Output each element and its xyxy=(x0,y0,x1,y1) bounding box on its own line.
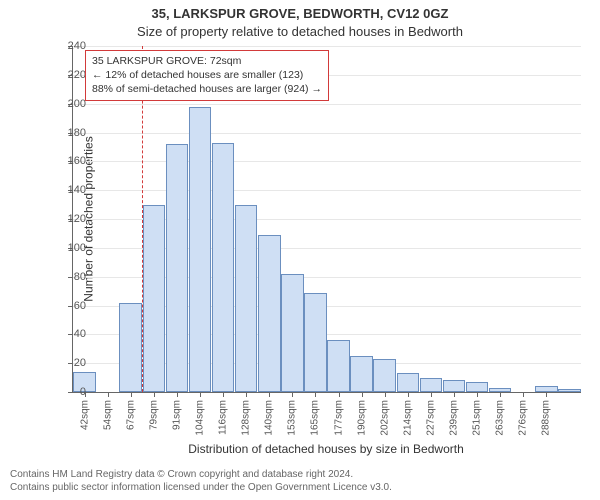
xtick-label: 153sqm xyxy=(287,400,298,436)
footer-line-1: Contains HM Land Registry data © Crown c… xyxy=(10,468,590,481)
ytick-label: 60 xyxy=(46,300,86,312)
xtick-mark xyxy=(131,392,132,397)
xtick-mark xyxy=(546,392,547,397)
ytick-label: 240 xyxy=(46,40,86,52)
gridline-h xyxy=(73,46,581,47)
histogram-bar xyxy=(350,356,373,392)
xtick-label: 276sqm xyxy=(518,400,529,436)
xtick-mark xyxy=(431,392,432,397)
xtick-mark xyxy=(408,392,409,397)
xtick-mark xyxy=(292,392,293,397)
histogram-bar xyxy=(143,205,166,392)
ytick-label: 0 xyxy=(46,386,86,398)
xtick-label: 79sqm xyxy=(148,400,159,430)
histogram-bar xyxy=(443,380,466,392)
xtick-mark xyxy=(154,392,155,397)
xtick-mark xyxy=(339,392,340,397)
histogram-plot: 35 LARKSPUR GROVE: 72sqm← 12% of detache… xyxy=(72,46,581,393)
xtick-mark xyxy=(200,392,201,397)
xtick-label: 202sqm xyxy=(379,400,390,436)
histogram-bar xyxy=(327,340,350,392)
ytick-label: 20 xyxy=(46,357,86,369)
histogram-bar xyxy=(304,293,327,392)
xtick-mark xyxy=(269,392,270,397)
xtick-mark xyxy=(315,392,316,397)
xtick-label: 214sqm xyxy=(402,400,413,436)
xtick-label: 165sqm xyxy=(310,400,321,436)
xtick-mark xyxy=(246,392,247,397)
gridline-h xyxy=(73,133,581,134)
xtick-label: 104sqm xyxy=(195,400,206,436)
annotation-box: 35 LARKSPUR GROVE: 72sqm← 12% of detache… xyxy=(85,50,329,101)
xtick-label: 54sqm xyxy=(102,400,113,430)
xtick-label: 42sqm xyxy=(79,400,90,430)
xtick-label: 91sqm xyxy=(171,400,182,430)
x-axis-label: Distribution of detached houses by size … xyxy=(72,442,580,456)
footer-attribution: Contains HM Land Registry data © Crown c… xyxy=(10,468,590,494)
xtick-label: 288sqm xyxy=(541,400,552,436)
ytick-label: 100 xyxy=(46,242,86,254)
xtick-mark xyxy=(500,392,501,397)
xtick-mark xyxy=(477,392,478,397)
histogram-bar xyxy=(373,359,396,392)
histogram-bar xyxy=(258,235,281,392)
xtick-mark xyxy=(223,392,224,397)
histogram-bar xyxy=(397,373,420,392)
histogram-bar xyxy=(166,144,189,392)
chart-title-address: 35, LARKSPUR GROVE, BEDWORTH, CV12 0GZ xyxy=(0,6,600,21)
xtick-mark xyxy=(177,392,178,397)
annotation-line: 88% of semi-detached houses are larger (… xyxy=(92,82,322,96)
annotation-line: ← 12% of detached houses are smaller (12… xyxy=(92,68,322,82)
histogram-bar xyxy=(189,107,212,392)
gridline-h xyxy=(73,104,581,105)
histogram-bar xyxy=(235,205,258,392)
ytick-label: 80 xyxy=(46,271,86,283)
annotation-line: 35 LARKSPUR GROVE: 72sqm xyxy=(92,54,322,68)
xtick-label: 239sqm xyxy=(449,400,460,436)
xtick-mark xyxy=(523,392,524,397)
histogram-bar xyxy=(466,382,489,392)
histogram-bar xyxy=(119,303,142,392)
xtick-label: 227sqm xyxy=(425,400,436,436)
ytick-label: 220 xyxy=(46,69,86,81)
xtick-label: 116sqm xyxy=(218,400,229,435)
gridline-h xyxy=(73,190,581,191)
histogram-bar xyxy=(420,378,443,392)
ytick-label: 180 xyxy=(46,127,86,139)
xtick-label: 67sqm xyxy=(125,400,136,430)
ytick-label: 120 xyxy=(46,213,86,225)
ytick-label: 40 xyxy=(46,328,86,340)
xtick-label: 140sqm xyxy=(264,400,275,436)
xtick-label: 263sqm xyxy=(495,400,506,436)
xtick-mark xyxy=(454,392,455,397)
footer-line-2: Contains public sector information licen… xyxy=(10,481,590,494)
ytick-label: 160 xyxy=(46,155,86,167)
chart-title-description: Size of property relative to detached ho… xyxy=(0,24,600,39)
ytick-label: 140 xyxy=(46,184,86,196)
xtick-label: 190sqm xyxy=(356,400,367,436)
xtick-label: 177sqm xyxy=(333,400,344,436)
histogram-bar xyxy=(281,274,304,392)
histogram-bar xyxy=(558,389,581,392)
ytick-label: 200 xyxy=(46,98,86,110)
histogram-bar xyxy=(212,143,235,392)
gridline-h xyxy=(73,161,581,162)
xtick-mark xyxy=(362,392,363,397)
xtick-label: 128sqm xyxy=(241,400,252,436)
xtick-mark xyxy=(385,392,386,397)
xtick-mark xyxy=(108,392,109,397)
xtick-label: 251sqm xyxy=(472,400,483,436)
